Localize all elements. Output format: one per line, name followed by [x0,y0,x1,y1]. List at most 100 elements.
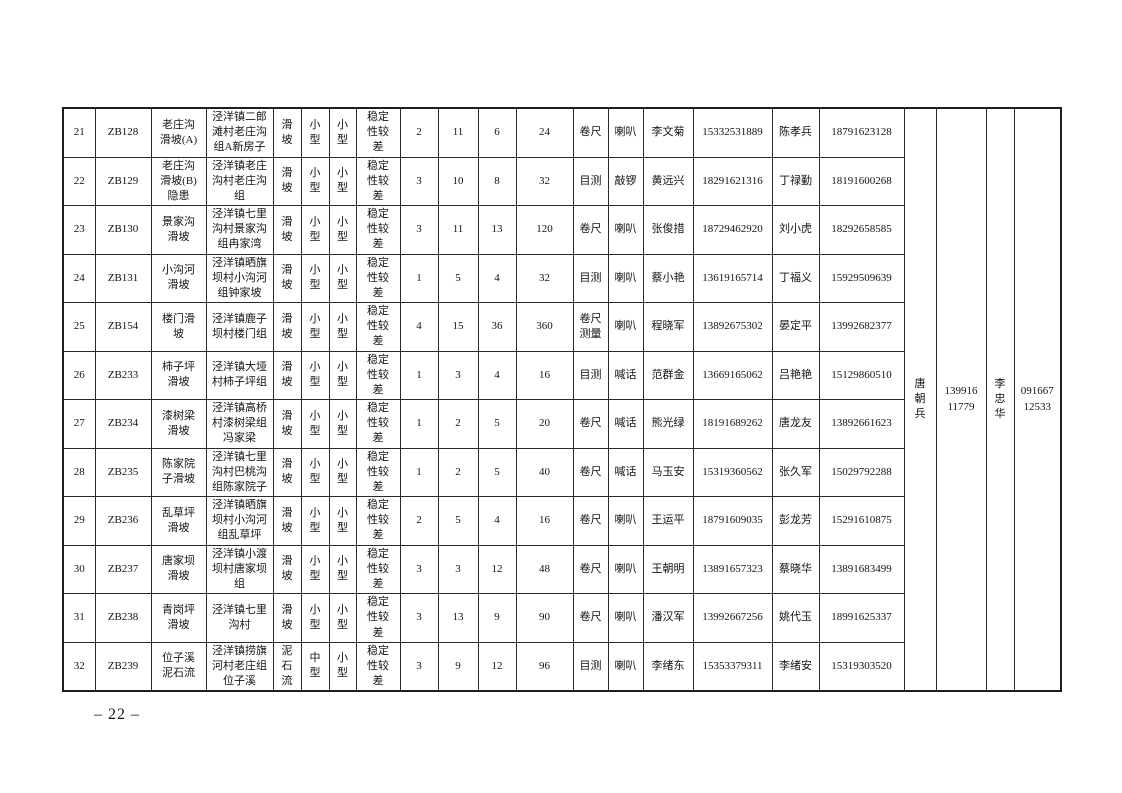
cell-hazard-type: 滑 坡 [272,107,302,158]
cell-hazard-name: 老庄沟 滑坡(B) 隐患 [150,156,207,207]
cell-serial-number: 32 [62,641,96,692]
cell-count-3: 4 [477,253,517,304]
cell-monitor-method: 目测 [572,350,609,401]
table-row: 23 ZB130 景家沟 滑坡 泾洋镇七里 沟村景家沟 组冉家湾 滑 坡 小 型… [62,205,1061,255]
cell-danger-level: 小 型 [328,593,357,643]
cell-stability: 稳定 性较 差 [355,205,401,255]
cell-responsible-phone: 15129860510 [818,350,905,401]
cell-location: 泾洋镇七里 沟村 [205,593,274,643]
cell-scale: 小 型 [300,399,330,449]
cell-hazard-name: 景家沟 滑坡 [150,205,207,255]
cell-monitor-person: 黄远兴 [642,156,694,207]
cell-serial-number: 22 [62,156,96,207]
cell-monitor-phone: 18191689262 [692,399,773,449]
cell-monitor-phone: 18791609035 [692,496,773,546]
cell-hazard-type: 滑 坡 [272,447,302,498]
cell-hazard-code: ZB237 [94,544,152,595]
cell-serial-number: 24 [62,253,96,304]
cell-serial-number: 23 [62,205,96,255]
cell-count-4: 360 [515,302,574,352]
cell-monitor-method: 卷尺 [572,544,609,595]
cell-monitor-person: 张俊措 [642,205,694,255]
cell-location: 泾洋镇七里 沟村巴桃沟 组陈家院子 [205,447,274,498]
cell-responsible-phone: 15029792288 [818,447,905,498]
cell-monitor-method: 卷尺 测量 [572,302,609,352]
cell-hazard-code: ZB235 [94,447,152,498]
cell-stability: 稳定 性较 差 [355,641,401,692]
cell-count-3: 12 [477,641,517,692]
cell-hazard-name: 楼门滑 坡 [150,302,207,352]
cell-monitor-method: 卷尺 [572,205,609,255]
table-row: 28 ZB235 陈家院 子滑坡 泾洋镇七里 沟村巴桃沟 组陈家院子 滑 坡 小… [62,447,1061,498]
cell-responsible-person: 陈孝兵 [771,107,820,158]
cell-monitor-phone: 13891657323 [692,544,773,595]
cell-hazard-name: 位子溪 泥石流 [150,641,207,692]
cell-hazard-type: 滑 坡 [272,593,302,643]
cell-count-2: 11 [437,107,479,158]
cell-responsible-phone: 15319303520 [818,641,905,692]
cell-responsible-phone: 13992682377 [818,302,905,352]
cell-count-2: 9 [437,641,479,692]
cell-hazard-name: 老庄沟 滑坡(A) [150,107,207,158]
cell-hazard-name: 唐家坝 滑坡 [150,544,207,595]
table-row: 26 ZB233 柿子坪 滑坡 泾洋镇大垭 村柿子坪组 滑 坡 小 型 小 型 … [62,350,1061,401]
cell-responsible-person: 晏定平 [771,302,820,352]
cell-monitor-method: 卷尺 [572,107,609,158]
cell-count-1: 3 [399,593,439,643]
cell-scale: 小 型 [300,593,330,643]
cell-count-2: 11 [437,205,479,255]
cell-count-3: 6 [477,107,517,158]
cell-responsible-person: 刘小虎 [771,205,820,255]
cell-location: 泾洋镇鹿子 坝村楼门组 [205,302,274,352]
cell-responsible-person: 张久军 [771,447,820,498]
table-row: 29 ZB236 乱草坪 滑坡 泾洋镇晒旗 坝村小沟河 组乱草坪 滑 坡 小 型… [62,496,1061,546]
cell-hazard-code: ZB130 [94,205,152,255]
cell-hazard-type: 滑 坡 [272,496,302,546]
cell-monitor-phone: 15353379311 [692,641,773,692]
cell-monitor-phone: 15332531889 [692,107,773,158]
cell-count-4: 16 [515,496,574,546]
cell-monitor-person: 潘汉军 [642,593,694,643]
cell-monitor-method: 卷尺 [572,593,609,643]
cell-count-3: 9 [477,593,517,643]
cell-hazard-code: ZB131 [94,253,152,304]
cell-responsible-person: 吕艳艳 [771,350,820,401]
cell-alert-method: 喊话 [607,447,644,498]
cell-count-3: 13 [477,205,517,255]
cell-serial-number: 29 [62,496,96,546]
cell-count-1: 1 [399,399,439,449]
cell-hazard-type: 滑 坡 [272,156,302,207]
cell-count-3: 4 [477,496,517,546]
cell-monitor-phone: 15319360562 [692,447,773,498]
cell-hazard-type: 泥 石 流 [272,641,302,692]
cell-scale: 小 型 [300,447,330,498]
hazard-table-wrap: 21 ZB128 老庄沟 滑坡(A) 泾洋镇二郎 滩村老庄沟 组A新房子 滑 坡… [62,107,1062,693]
cell-scale: 小 型 [300,302,330,352]
cell-location: 泾洋镇七里 沟村景家沟 组冉家湾 [205,205,274,255]
cell-alert-method: 喇叭 [607,107,644,158]
cell-monitor-phone: 13669165062 [692,350,773,401]
cell-hazard-code: ZB238 [94,593,152,643]
cell-monitor-method: 卷尺 [572,399,609,449]
cell-monitor-person: 马玉安 [642,447,694,498]
cell-monitor-phone: 13992667256 [692,593,773,643]
cell-location: 泾洋镇二郎 滩村老庄沟 组A新房子 [205,107,274,158]
cell-count-4: 32 [515,253,574,304]
cell-stability: 稳定 性较 差 [355,302,401,352]
cell-count-4: 96 [515,641,574,692]
cell-monitor-method: 目测 [572,641,609,692]
cell-county-leader-name: 李 忠 华 [985,107,1015,692]
cell-alert-method: 喇叭 [607,496,644,546]
cell-scale: 小 型 [300,156,330,207]
cell-hazard-type: 滑 坡 [272,205,302,255]
cell-responsible-phone: 15291610875 [818,496,905,546]
cell-stability: 稳定 性较 差 [355,107,401,158]
cell-hazard-code: ZB233 [94,350,152,401]
cell-serial-number: 26 [62,350,96,401]
cell-alert-method: 喇叭 [607,593,644,643]
cell-scale: 小 型 [300,496,330,546]
cell-hazard-name: 漆树梁 滑坡 [150,399,207,449]
cell-count-4: 48 [515,544,574,595]
cell-stability: 稳定 性较 差 [355,350,401,401]
table-row: 22 ZB129 老庄沟 滑坡(B) 隐患 泾洋镇老庄 沟村老庄沟 组 滑 坡 … [62,156,1061,207]
